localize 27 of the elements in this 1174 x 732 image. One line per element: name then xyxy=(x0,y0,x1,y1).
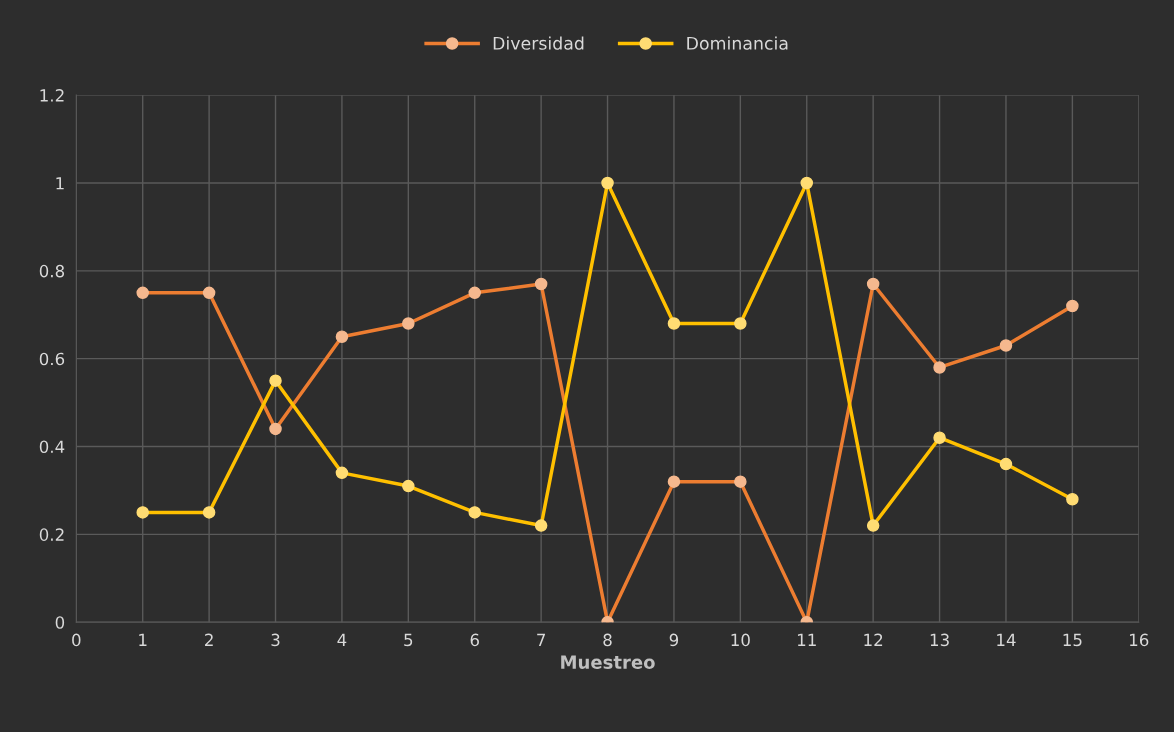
x-tick-label: 13 xyxy=(930,633,949,647)
y-tick-label: 0.4 xyxy=(39,440,65,454)
x-tick-label: 1 xyxy=(139,633,147,646)
x-tick-label: 8 xyxy=(603,633,612,647)
x-tick-label: 9 xyxy=(669,633,679,647)
x-tick-label: 0 xyxy=(72,633,81,647)
x-tick-label: 2 xyxy=(205,633,213,646)
y-tick-label: 0 xyxy=(55,616,65,629)
legend-label: Diversidad xyxy=(493,36,584,50)
x-tick-label: 11 xyxy=(797,633,816,646)
x-tick-label: 3 xyxy=(271,633,280,647)
x-tick-label: 5 xyxy=(404,633,413,647)
x-tick-label: 7 xyxy=(537,633,546,646)
y-tick-label: 0.2 xyxy=(39,528,64,541)
x-tick-label: 16 xyxy=(1130,633,1149,647)
x-tick-label: 14 xyxy=(997,633,1016,646)
y-tick-label: 0.6 xyxy=(39,352,65,366)
x-tick-label: 12 xyxy=(864,633,883,646)
y-tick-label: 1.2 xyxy=(40,89,64,102)
x-axis-title: Muestreo xyxy=(561,655,655,669)
y-tick-label: 1 xyxy=(56,177,64,190)
x-tick-label: 10 xyxy=(731,633,750,647)
x-tick-label: 15 xyxy=(1063,633,1082,647)
x-tick-label: 4 xyxy=(337,633,347,646)
x-tick-label: 6 xyxy=(470,633,479,647)
legend-label: Dominancia xyxy=(687,36,788,50)
y-tick-label: 0.8 xyxy=(39,264,65,278)
